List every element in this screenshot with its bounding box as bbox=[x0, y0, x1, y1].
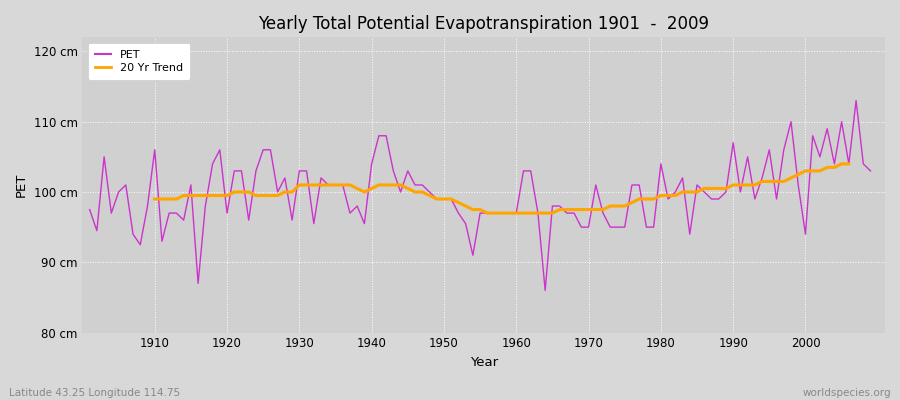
X-axis label: Year: Year bbox=[470, 356, 498, 369]
Y-axis label: PET: PET bbox=[15, 173, 28, 197]
Text: Latitude 43.25 Longitude 114.75: Latitude 43.25 Longitude 114.75 bbox=[9, 388, 180, 398]
Legend: PET, 20 Yr Trend: PET, 20 Yr Trend bbox=[88, 43, 190, 80]
Title: Yearly Total Potential Evapotranspiration 1901  -  2009: Yearly Total Potential Evapotranspiratio… bbox=[258, 15, 709, 33]
Text: worldspecies.org: worldspecies.org bbox=[803, 388, 891, 398]
